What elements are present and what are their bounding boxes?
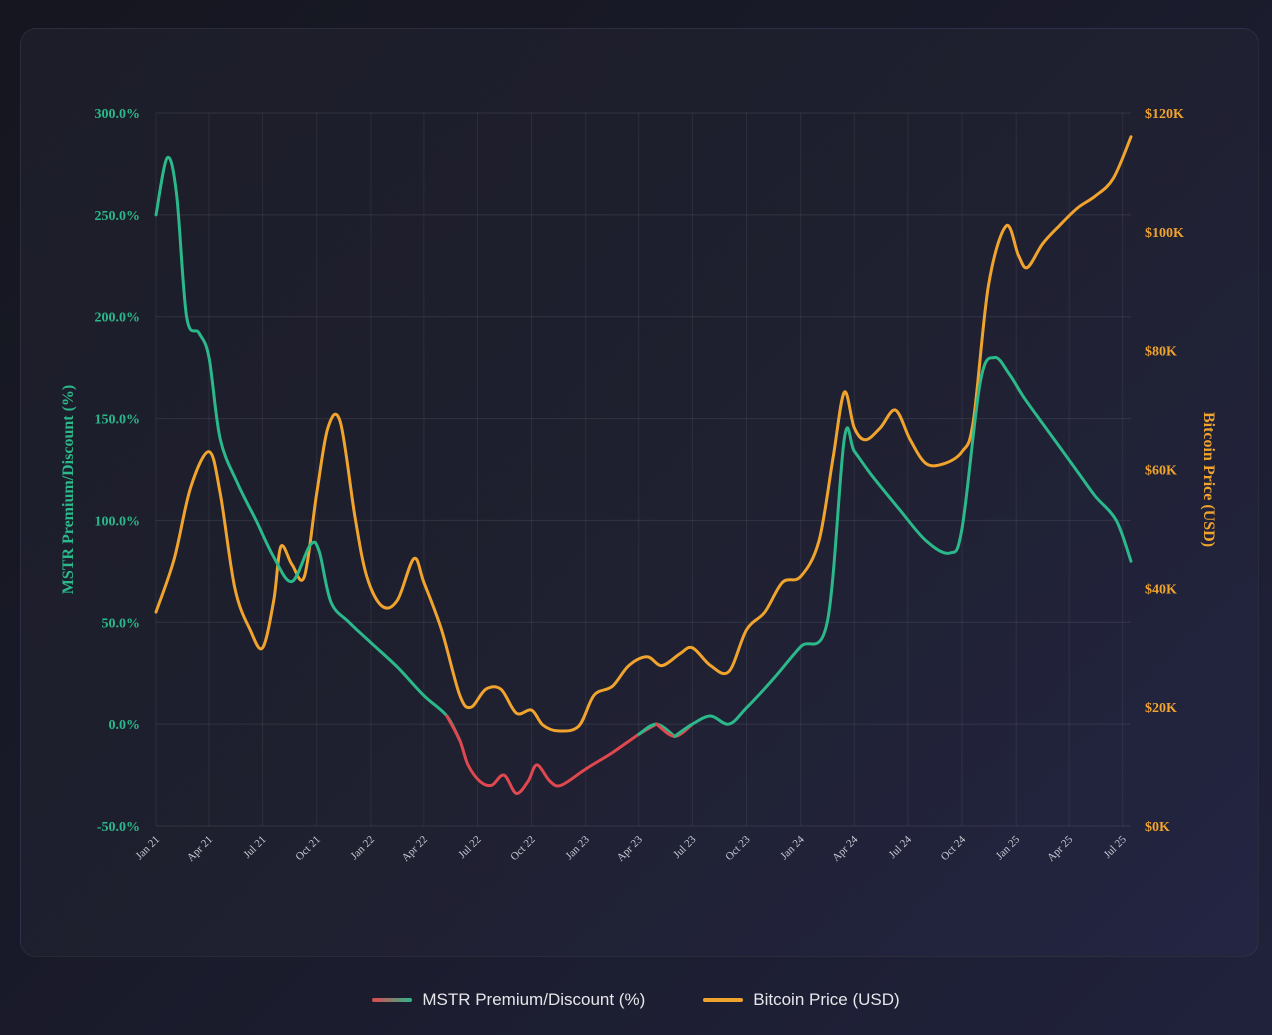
x-tick-label: Apr 21 bbox=[185, 834, 215, 864]
x-tick-label: Apr 24 bbox=[830, 833, 861, 864]
x-tick-label: Oct 23 bbox=[723, 833, 753, 863]
x-tick-label: Apr 23 bbox=[615, 833, 646, 864]
x-tick-label: Jul 23 bbox=[671, 833, 699, 861]
legend: MSTR Premium/Discount (%) Bitcoin Price … bbox=[0, 985, 1272, 1015]
right-tick-label: $20K bbox=[1145, 701, 1177, 716]
legend-swatch-mstr bbox=[372, 998, 413, 1002]
x-tick-label: Jul 21 bbox=[241, 834, 268, 861]
left-axis-ticks: -50.0% 0.0% 50.0% 100.0% 150.0% 200.0% 250.0% 3… bbox=[95, 107, 141, 835]
right-tick-label: $0K bbox=[1145, 820, 1170, 835]
left-tick-label: 50.0% bbox=[102, 616, 141, 631]
right-axis-ticks: $0K $20K $40K $60K $80K $100K $120K bbox=[1145, 107, 1184, 835]
x-tick-label: Oct 24 bbox=[939, 833, 969, 863]
series-bitcoin-price bbox=[154, 135, 1133, 733]
x-tick-label: Jul 25 bbox=[1102, 833, 1130, 861]
legend-label-bitcoin: Bitcoin Price (USD) bbox=[753, 990, 900, 1009]
right-axis-title: Bitcoin Price (USD) bbox=[1200, 412, 1217, 547]
x-tick-label: Jul 22 bbox=[456, 834, 483, 861]
bitcoin-price-line bbox=[154, 135, 1133, 733]
legend-swatch-bitcoin bbox=[703, 998, 744, 1002]
dual-axis-line-chart: -50.0% 0.0% 50.0% 100.0% 150.0% 200.0% 250.0% 3… bbox=[60, 107, 1217, 864]
left-axis-title: MSTR Premium/Discount (%) bbox=[60, 385, 77, 594]
x-tick-label: Jan 23 bbox=[563, 833, 592, 862]
right-tick-label: $40K bbox=[1145, 582, 1177, 597]
x-axis-ticks: Jan 21 Apr 21 Jul 21 Oct 21 Jan 22 Apr 22 Jul … bbox=[134, 833, 1130, 864]
left-tick-label: 250.0% bbox=[95, 209, 141, 224]
left-tick-label: 200.0% bbox=[95, 311, 141, 326]
right-tick-label: $100K bbox=[1145, 226, 1184, 241]
left-tick-label: -50.0% bbox=[97, 820, 140, 835]
mstr-premium-line-positive bbox=[673, 355, 1133, 738]
right-tick-label: $80K bbox=[1145, 345, 1177, 360]
mstr-premium-line-positive bbox=[154, 155, 462, 742]
legend-item-mstr[interactable]: MSTR Premium/Discount (%) bbox=[372, 990, 645, 1010]
x-tick-label: Oct 21 bbox=[293, 834, 322, 863]
x-tick-label: Jul 24 bbox=[887, 833, 915, 861]
x-tick-label: Apr 22 bbox=[400, 834, 430, 864]
left-tick-label: 100.0% bbox=[95, 514, 141, 529]
left-tick-label: 300.0% bbox=[95, 107, 141, 122]
left-tick-label: 150.0% bbox=[95, 413, 141, 428]
grid-lines bbox=[155, 112, 1131, 827]
right-tick-label: $60K bbox=[1145, 464, 1177, 479]
x-tick-label: Oct 22 bbox=[508, 834, 537, 863]
x-tick-label: Jan 25 bbox=[994, 833, 1023, 862]
chart-card: -50.0% 0.0% 50.0% 100.0% 150.0% 200.0% 250.0% 3… bbox=[20, 28, 1259, 957]
legend-item-bitcoin[interactable]: Bitcoin Price (USD) bbox=[703, 990, 900, 1010]
x-tick-label: Jan 21 bbox=[134, 834, 163, 863]
left-tick-label: 0.0% bbox=[109, 718, 141, 733]
legend-label-mstr: MSTR Premium/Discount (%) bbox=[422, 990, 646, 1009]
series-mstr-premium bbox=[154, 155, 1133, 795]
x-tick-label: Jan 22 bbox=[348, 834, 377, 863]
x-tick-label: Apr 25 bbox=[1045, 833, 1076, 864]
mstr-premium-line-negative bbox=[445, 714, 658, 795]
right-tick-label: $120K bbox=[1145, 107, 1184, 122]
x-tick-label: Jan 24 bbox=[778, 833, 807, 862]
